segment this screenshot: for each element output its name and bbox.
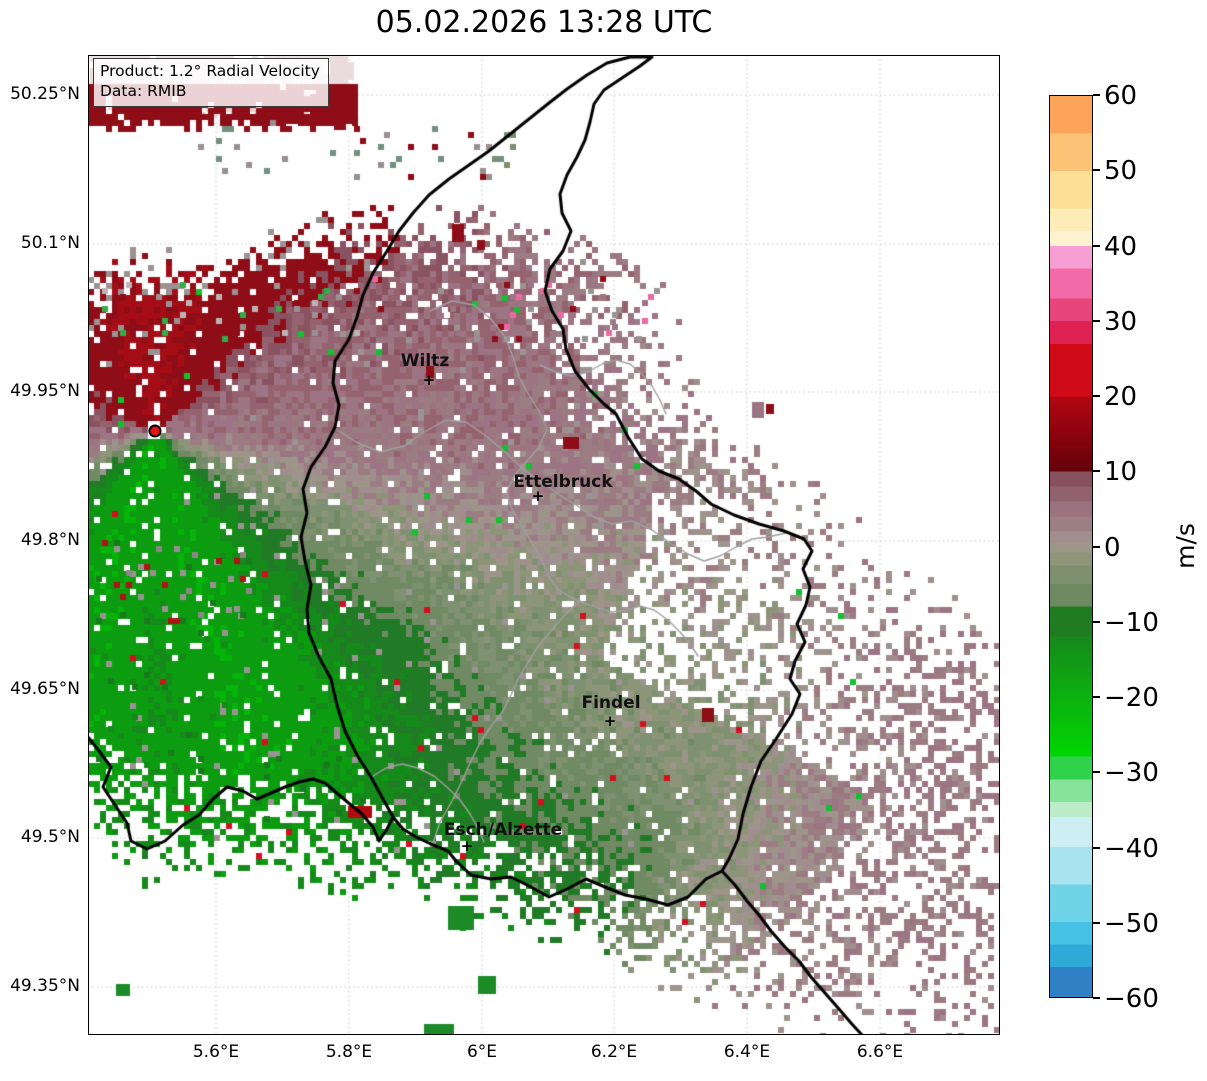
colorbar-tick-label: −60 [1104,984,1159,1014]
city-label: Wiltz [400,351,450,371]
colorbar-tick-mark [1093,620,1100,623]
product-legend: Product: 1.2° Radial Velocity Data: RMIB [93,58,329,107]
colorbar-tick-label: 60 [1104,81,1138,111]
colorbar-tick-mark [1093,395,1100,397]
colorbar-tick-label: −40 [1104,833,1159,864]
y-tick-label: 49.35°N [10,976,80,996]
city-plus-marker: + [422,370,436,389]
x-tick-label: 5.6°E [192,1042,240,1062]
colorbar-tick-mark [1093,244,1100,247]
colorbar-tick-mark [1093,545,1100,548]
city-label: Ettelbruck [513,472,613,492]
y-tick-label: 50.25°N [10,84,80,104]
colorbar-tick-label: 50 [1104,156,1138,187]
x-tick-label: 6.2°E [590,1042,638,1062]
x-tick-label: 6.6°E [856,1042,904,1062]
colorbar-tick-label: 20 [1104,382,1138,412]
colorbar-gradient [1050,96,1092,997]
x-tick-label: 6.4°E [723,1042,771,1062]
city-plus-marker: + [531,486,545,505]
colorbar-tick-mark [1093,470,1100,473]
legend-data-line: Data: RMIB [100,82,187,101]
y-tick-label: 49.95°N [10,381,80,401]
colorbar-tick-mark [1093,846,1100,849]
colorbar-tick-label: 0 [1104,532,1121,563]
colorbar-tick-mark [1093,771,1100,774]
colorbar-tick-mark [1093,921,1100,924]
colorbar-tick-label: −10 [1104,607,1159,638]
colorbar-tick-mark [1093,169,1100,172]
radar-map-canvas [88,55,1000,1035]
colorbar-tick-mark [1093,696,1100,698]
y-tick-label: 50.1°N [20,233,80,253]
colorbar-tick-label: −30 [1104,758,1159,789]
colorbar-tick-label: 10 [1104,457,1138,488]
colorbar-tick-mark [1093,94,1100,96]
colorbar [1049,95,1093,998]
y-tick-label: 49.65°N [10,679,80,699]
radar-site-marker [148,424,162,438]
colorbar-tick-label: 30 [1104,306,1138,337]
city-label: Findel [581,693,641,713]
colorbar-tick-label: 40 [1104,231,1138,262]
city-label: Esch/Alzette [443,820,563,840]
colorbar-tick-mark [1093,319,1100,322]
y-tick-label: 49.5°N [20,827,80,847]
x-tick-label: 6°E [466,1042,498,1062]
city-plus-marker: + [460,836,474,855]
legend-product-line: Product: 1.2° Radial Velocity [100,62,320,80]
colorbar-tick-label: −20 [1104,683,1159,713]
colorbar-unit-label: m/s [1171,523,1200,569]
colorbar-tick-label: −50 [1104,908,1159,939]
y-tick-label: 49.8°N [20,530,80,550]
city-plus-marker: + [603,711,617,730]
x-tick-label: 5.8°E [325,1042,373,1062]
page-title: 05.02.2026 13:28 UTC [375,5,713,40]
colorbar-tick-mark [1093,997,1100,999]
